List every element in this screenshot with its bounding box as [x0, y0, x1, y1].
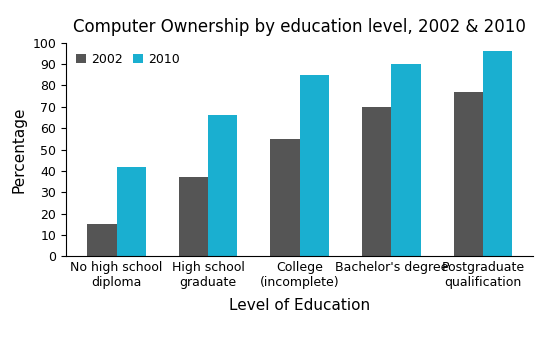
Bar [117, 167, 146, 256]
Y-axis label: Percentage: Percentage [12, 106, 27, 193]
X-axis label: Level of Education: Level of Education [229, 298, 370, 313]
Title: Computer Ownership by education level, 2002 & 2010: Computer Ownership by education level, 2… [73, 17, 526, 36]
Bar [483, 51, 512, 256]
Bar [271, 139, 300, 256]
Bar [208, 115, 238, 256]
Bar [362, 107, 392, 256]
Bar [300, 75, 329, 256]
Legend: 2002, 2010: 2002, 2010 [72, 49, 183, 69]
Bar [392, 64, 421, 256]
Bar [454, 92, 483, 256]
Bar [179, 177, 208, 256]
Bar [87, 224, 117, 256]
